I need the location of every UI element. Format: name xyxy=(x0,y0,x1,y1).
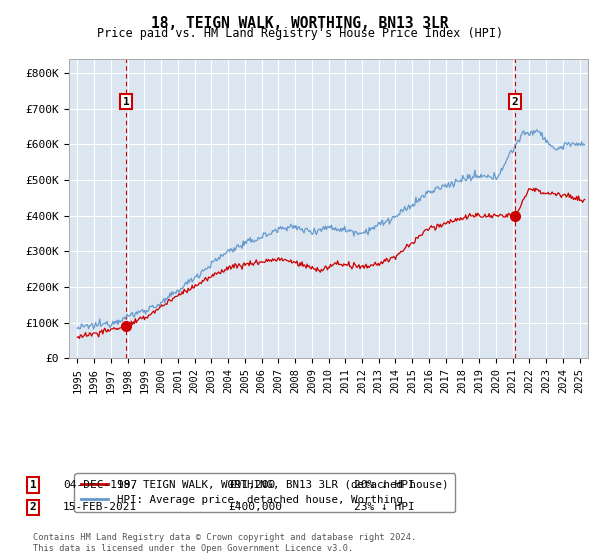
Text: 15-FEB-2021: 15-FEB-2021 xyxy=(63,502,137,512)
Text: 1: 1 xyxy=(29,480,37,490)
Text: Price paid vs. HM Land Registry's House Price Index (HPI): Price paid vs. HM Land Registry's House … xyxy=(97,27,503,40)
Text: 23% ↓ HPI: 23% ↓ HPI xyxy=(354,502,415,512)
Legend: 18, TEIGN WALK, WORTHING, BN13 3LR (detached house), HPI: Average price, detache: 18, TEIGN WALK, WORTHING, BN13 3LR (deta… xyxy=(74,473,455,512)
Text: 1: 1 xyxy=(123,97,130,106)
Text: £91,200: £91,200 xyxy=(228,480,275,490)
Text: 04-DEC-1997: 04-DEC-1997 xyxy=(63,480,137,490)
Text: Contains HM Land Registry data © Crown copyright and database right 2024.
This d: Contains HM Land Registry data © Crown c… xyxy=(33,533,416,553)
Text: 20% ↓ HPI: 20% ↓ HPI xyxy=(354,480,415,490)
Text: 18, TEIGN WALK, WORTHING, BN13 3LR: 18, TEIGN WALK, WORTHING, BN13 3LR xyxy=(151,16,449,31)
Text: 2: 2 xyxy=(29,502,37,512)
Text: 2: 2 xyxy=(511,97,518,106)
Text: £400,000: £400,000 xyxy=(228,502,282,512)
